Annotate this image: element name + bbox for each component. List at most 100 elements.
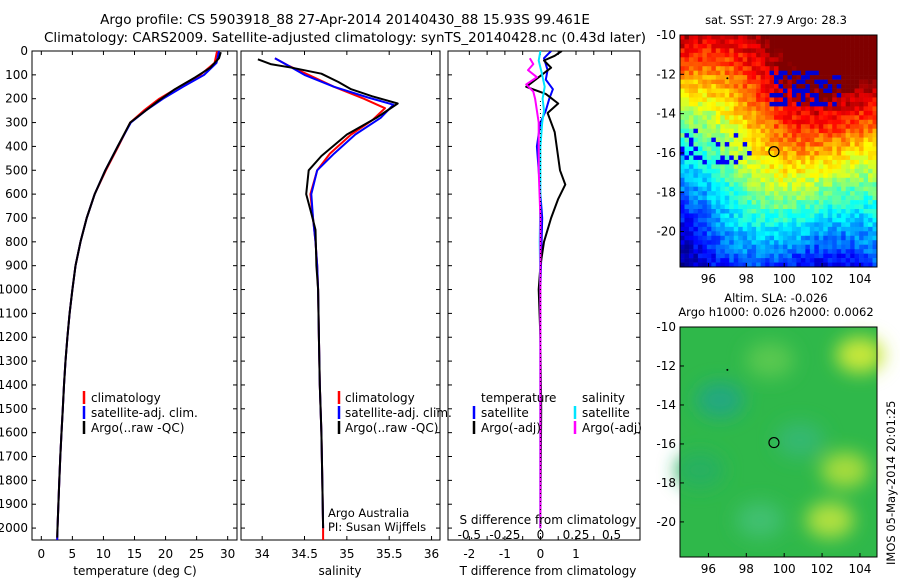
sst-cell (747, 88, 752, 94)
sst-cell (680, 155, 685, 161)
sst-cell (796, 52, 802, 58)
x-tick-label: 35 (339, 547, 354, 561)
sst-cell (850, 177, 855, 183)
sst-cell (715, 244, 721, 250)
sst-cell (760, 70, 766, 76)
sst-cell (850, 182, 855, 187)
sst-cell (800, 262, 806, 268)
sst-cell (702, 182, 708, 187)
temperature-legend: climatology satellite-adj. clim. Argo(..… (82, 391, 198, 435)
sst-cell (805, 195, 811, 201)
sst-cell (751, 164, 757, 170)
sst-cell (688, 128, 694, 134)
sst-cell (841, 151, 846, 156)
sst-cell (742, 186, 748, 192)
sst-cell (863, 88, 869, 94)
sst-cell (868, 106, 873, 112)
sst-cell (715, 115, 721, 121)
sst-cell (742, 70, 748, 76)
sst-cell (836, 182, 842, 187)
sst-cell (845, 186, 851, 192)
sst-cell (706, 115, 712, 121)
sst-cell (791, 93, 797, 98)
sst-cell (778, 213, 784, 219)
sst-cell (791, 35, 797, 40)
sst-cell (791, 249, 797, 254)
sst-cell (688, 39, 694, 45)
sst-cell (760, 168, 766, 174)
sst-cell (782, 70, 788, 76)
sst-cell (760, 39, 766, 45)
sst-cell (791, 110, 797, 116)
sst-cell (711, 35, 717, 40)
sst-cell (756, 142, 761, 147)
sst-cell (765, 137, 770, 143)
sst-cell (827, 124, 833, 129)
sst-cell (791, 88, 797, 94)
sst-cell (720, 182, 726, 187)
sst-cell (693, 137, 699, 143)
sst-cell (809, 97, 815, 103)
sst-cell (836, 222, 842, 228)
sst-cell (841, 177, 846, 183)
sst-cell (827, 191, 833, 196)
sst-cell (742, 39, 748, 45)
sst-cell (706, 258, 712, 263)
sst-cell (769, 88, 775, 94)
sst-cell (854, 253, 860, 259)
sst-cell (832, 204, 838, 210)
sst-cell (850, 119, 855, 125)
sst-cell (868, 115, 873, 121)
sst-cell (738, 173, 743, 179)
sst-cell (832, 177, 838, 183)
sst-cell (841, 204, 846, 210)
sst-cell (769, 168, 775, 174)
sst-cell (850, 151, 855, 156)
sst-cell (809, 204, 815, 210)
sst-cell (872, 204, 878, 210)
sst-cell (702, 106, 708, 112)
depth-tick-label: 1000 (0, 283, 28, 297)
sst-cell (800, 61, 806, 67)
sst-cell (845, 106, 851, 112)
sst-cell (859, 115, 864, 121)
sst-cell (688, 209, 694, 214)
series-argo-raw-qc- (257, 58, 399, 529)
sst-cell (841, 191, 846, 196)
sst-cell (697, 61, 703, 67)
sst-cell (733, 191, 739, 196)
x-tick-label: 0 (537, 547, 545, 561)
sst-cell (832, 128, 838, 134)
sst-cell (697, 106, 703, 112)
sst-cell (742, 244, 748, 250)
sst-cell (863, 84, 869, 89)
sst-cell (756, 75, 761, 80)
sst-cell (778, 39, 784, 45)
sst-cell (693, 240, 699, 245)
sst-cell (845, 43, 851, 49)
sst-cell (720, 128, 726, 134)
sst-cell (747, 195, 752, 201)
sst-cell (715, 159, 721, 165)
sst-cell (693, 115, 699, 121)
sst-cell (868, 240, 873, 245)
sst-cell (751, 110, 757, 116)
sst-cell (697, 159, 703, 165)
sst-cell (814, 258, 820, 263)
sst-cell (782, 97, 788, 103)
sst-cell (760, 155, 766, 161)
sst-cell (805, 249, 811, 254)
sst-cell (742, 235, 748, 241)
sst-cell (706, 191, 712, 196)
sst-cell (729, 128, 735, 134)
sst-cell (827, 39, 833, 45)
sst-cell (706, 39, 712, 45)
sst-cell (747, 75, 752, 80)
sst-cell (836, 217, 842, 223)
sst-cell (733, 249, 739, 254)
map-y-tick-label: -14 (656, 107, 676, 121)
sst-cell (791, 204, 797, 210)
sst-cell (702, 209, 708, 214)
sst-cell (796, 88, 802, 94)
sst-cell (809, 231, 815, 237)
